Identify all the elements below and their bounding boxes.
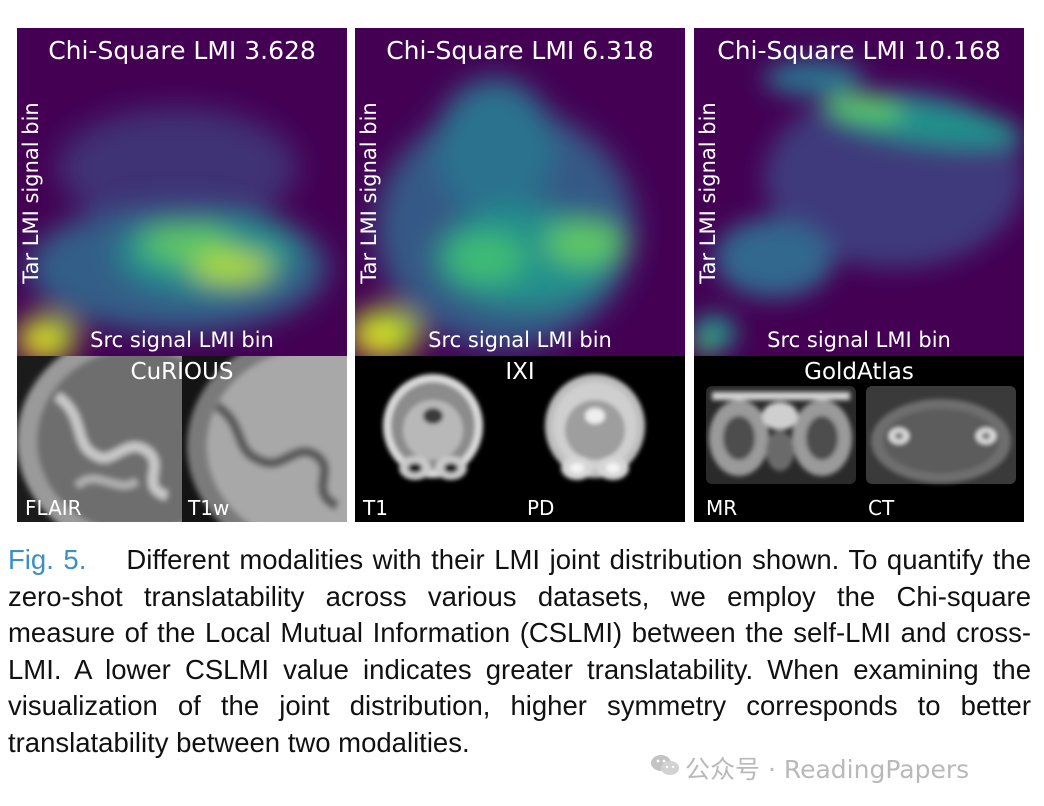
lmi-heatmap xyxy=(694,28,1024,356)
lmi-heatmap xyxy=(355,28,685,356)
x-axis-label: Src signal LMI bin xyxy=(90,328,274,352)
mri-image-pair xyxy=(17,356,347,522)
modality-label-left: FLAIR xyxy=(25,496,82,520)
mri-image-pair xyxy=(355,356,685,522)
figure-label: Fig. 5. xyxy=(8,544,87,575)
modality-label-right: PD xyxy=(527,496,555,520)
panel-ixi: Chi-Square LMI 6.318 Tar LMI signal bin … xyxy=(355,28,685,522)
y-axis-label: Tar LMI signal bin xyxy=(696,102,720,284)
y-axis-label: Tar LMI signal bin xyxy=(19,102,43,284)
watermark: 公众号 · ReadingPapers xyxy=(650,750,1020,785)
x-axis-label: Src signal LMI bin xyxy=(428,328,612,352)
dataset-name: IXI xyxy=(505,359,535,385)
lmi-heatmap xyxy=(17,28,347,356)
panel-title: Chi-Square LMI 6.318 xyxy=(386,36,654,65)
panel-title: Chi-Square LMI 3.628 xyxy=(48,36,316,65)
panel-curious: Chi-Square LMI 3.628 Tar LMI signal bin … xyxy=(17,28,347,522)
modality-label-left: T1 xyxy=(363,496,388,520)
dataset-name: CuRIOUS xyxy=(130,359,234,385)
dataset-name: GoldAtlas xyxy=(804,359,914,385)
figure-caption: Fig. 5. Different modalities with their L… xyxy=(8,542,1031,761)
mri-image-pair xyxy=(694,356,1024,522)
modality-label-right: CT xyxy=(868,496,895,520)
panel-title: Chi-Square LMI 10.168 xyxy=(717,36,1001,65)
panel-goldatlas: Chi-Square LMI 10.168 Tar LMI signal bin… xyxy=(694,28,1024,522)
wechat-icon xyxy=(650,753,680,785)
caption-text: Different modalities with their LMI join… xyxy=(8,544,1032,758)
modality-label-right: T1w xyxy=(188,496,230,520)
x-axis-label: Src signal LMI bin xyxy=(767,328,951,352)
modality-label-left: MR xyxy=(706,496,738,520)
watermark-text: 公众号 · ReadingPapers xyxy=(685,755,970,784)
y-axis-label: Tar LMI signal bin xyxy=(357,102,381,284)
